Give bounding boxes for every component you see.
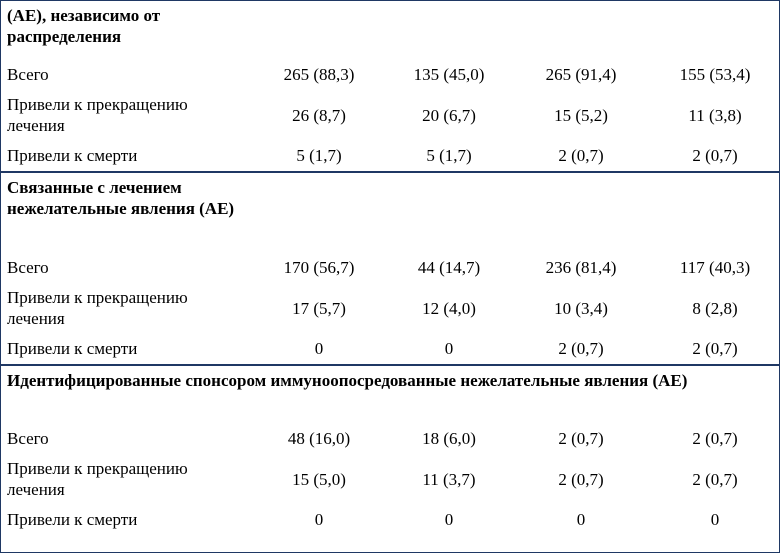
cell-value: 44 (14,7)	[387, 250, 511, 284]
adverse-events-table: (AE), независимо от распределения Всего …	[1, 1, 779, 535]
row-label: Привели к смерти	[1, 139, 251, 172]
cell-value: 2 (0,7)	[511, 421, 651, 455]
cell-value: 10 (3,4)	[511, 284, 651, 332]
cell-value: 265 (88,3)	[251, 57, 387, 91]
cell-value: 2 (0,7)	[651, 455, 779, 503]
table-row: Привели к прекращению лечения 15 (5,0) 1…	[1, 455, 779, 503]
cell-value: 2 (0,7)	[651, 421, 779, 455]
section-title: (AE), независимо от распределения	[1, 1, 779, 57]
table-row: Привели к смерти 5 (1,7) 5 (1,7) 2 (0,7)…	[1, 139, 779, 172]
row-label: Привели к прекращению лечения	[1, 455, 251, 503]
cell-value: 12 (4,0)	[387, 284, 511, 332]
cell-value: 5 (1,7)	[251, 139, 387, 172]
cell-value: 0	[387, 503, 511, 535]
cell-value: 155 (53,4)	[651, 57, 779, 91]
cell-value: 11 (3,7)	[387, 455, 511, 503]
row-label: Всего	[1, 250, 251, 284]
cell-value: 117 (40,3)	[651, 250, 779, 284]
cell-value: 135 (45,0)	[387, 57, 511, 91]
table-row: Привели к смерти 0 0 2 (0,7) 2 (0,7)	[1, 332, 779, 365]
row-label: Привели к прекращению лечения	[1, 284, 251, 332]
cell-value: 170 (56,7)	[251, 250, 387, 284]
row-label: Привели к прекращению лечения	[1, 91, 251, 139]
cell-value: 17 (5,7)	[251, 284, 387, 332]
row-label: Привели к смерти	[1, 332, 251, 365]
cell-value: 11 (3,8)	[651, 91, 779, 139]
cell-value: 236 (81,4)	[511, 250, 651, 284]
cell-value: 26 (8,7)	[251, 91, 387, 139]
row-label: Привели к смерти	[1, 503, 251, 535]
cell-value: 0	[251, 503, 387, 535]
table-row: Привели к смерти 0 0 0 0	[1, 503, 779, 535]
cell-value: 2 (0,7)	[651, 139, 779, 172]
row-label: Всего	[1, 421, 251, 455]
cell-value: 48 (16,0)	[251, 421, 387, 455]
cell-value: 0	[651, 503, 779, 535]
cell-value: 18 (6,0)	[387, 421, 511, 455]
cell-value: 2 (0,7)	[511, 139, 651, 172]
cell-value: 15 (5,0)	[251, 455, 387, 503]
table-row: Всего 48 (16,0) 18 (6,0) 2 (0,7) 2 (0,7)	[1, 421, 779, 455]
section-title-text: Связанные с лечением нежелательные явлен…	[7, 177, 247, 219]
cell-value: 8 (2,8)	[651, 284, 779, 332]
cell-value: 15 (5,2)	[511, 91, 651, 139]
row-label: Всего	[1, 57, 251, 91]
cell-value: 2 (0,7)	[651, 332, 779, 365]
table-row: Привели к прекращению лечения 26 (8,7) 2…	[1, 91, 779, 139]
cell-value: 265 (91,4)	[511, 57, 651, 91]
cell-value: 0	[251, 332, 387, 365]
cell-value: 0	[511, 503, 651, 535]
cell-value: 2 (0,7)	[511, 332, 651, 365]
cell-value: 0	[387, 332, 511, 365]
table-row: Всего 170 (56,7) 44 (14,7) 236 (81,4) 11…	[1, 250, 779, 284]
table-row: Всего 265 (88,3) 135 (45,0) 265 (91,4) 1…	[1, 57, 779, 91]
cell-value: 5 (1,7)	[387, 139, 511, 172]
section-title: Идентифицированные спонсором иммуноопоср…	[1, 365, 779, 421]
section-title: Связанные с лечением нежелательные явлен…	[1, 172, 779, 250]
cell-value: 20 (6,7)	[387, 91, 511, 139]
cell-value: 2 (0,7)	[511, 455, 651, 503]
table-row: Привели к прекращению лечения 17 (5,7) 1…	[1, 284, 779, 332]
